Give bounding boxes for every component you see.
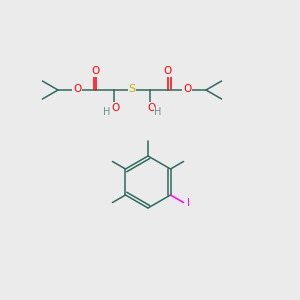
Text: O: O xyxy=(92,66,100,76)
Text: S: S xyxy=(128,84,136,94)
Text: H: H xyxy=(154,107,162,117)
Text: O: O xyxy=(73,84,81,94)
Text: O: O xyxy=(183,84,191,94)
Text: O: O xyxy=(147,103,155,113)
Text: O: O xyxy=(164,66,172,76)
Text: H: H xyxy=(103,107,111,117)
Text: I: I xyxy=(187,197,190,208)
Text: O: O xyxy=(111,103,119,113)
